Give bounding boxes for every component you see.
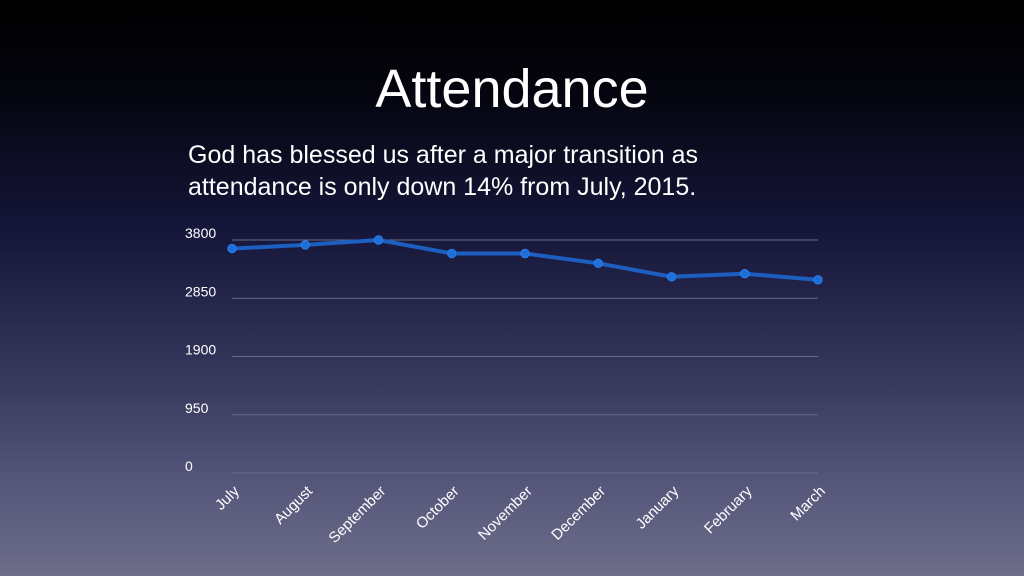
x-category-label: July (212, 482, 243, 513)
y-tick-label: 0 (185, 458, 193, 474)
data-point (740, 269, 750, 279)
data-point (813, 275, 823, 285)
data-point (373, 235, 384, 245)
series-line (230, 238, 820, 282)
x-category-label: September (325, 483, 389, 547)
data-point (593, 258, 603, 268)
data-point (520, 248, 530, 259)
x-category-label: February (701, 482, 756, 537)
data-point (447, 248, 457, 259)
x-category-label: August (271, 482, 317, 528)
y-tick-label: 1900 (185, 342, 216, 358)
data-point (227, 243, 237, 254)
subtitle-line-1: God has blessed us after a major transit… (188, 141, 698, 169)
x-category-label: November (475, 483, 536, 544)
x-category-label: December (548, 483, 609, 544)
gridlines (232, 239, 818, 474)
data-point (300, 240, 310, 250)
y-tick-label: 950 (185, 400, 209, 416)
data-point (666, 272, 677, 282)
x-axis-category-labels: July August September October November Decemb… (212, 482, 829, 546)
slide-title: Attendance (375, 59, 649, 119)
y-tick-label: 3800 (185, 225, 216, 241)
x-category-label: March (787, 483, 828, 524)
x-category-label: October (413, 483, 463, 533)
y-tick-label: 2850 (185, 283, 216, 299)
series-attendance (227, 235, 823, 285)
slide-subtitle: God has blessed us after a major transit… (188, 139, 848, 203)
y-axis-tick-labels: 0 950 1900 2850 3800 (185, 225, 216, 474)
subtitle-line-2: attendance is only down 14% from July, 2… (188, 173, 697, 201)
x-category-label: January (633, 482, 683, 532)
